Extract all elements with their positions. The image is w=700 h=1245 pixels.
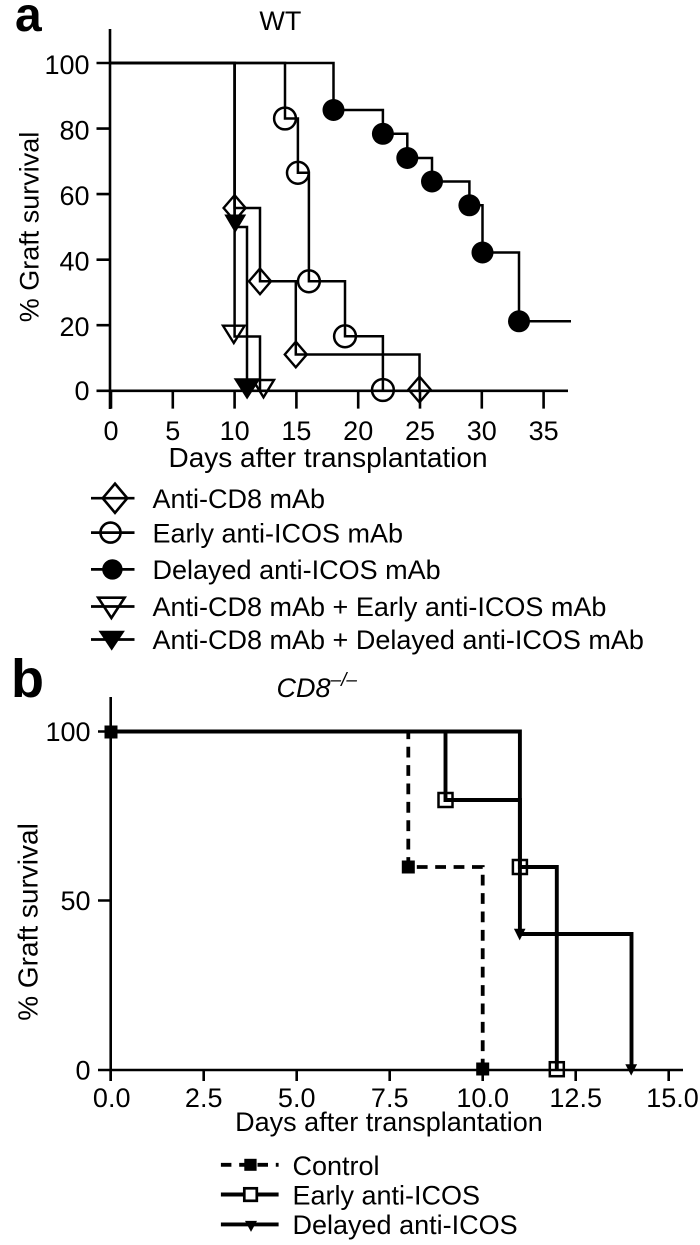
svg-text:20: 20 [343, 416, 373, 446]
svg-text:Days after transplantation: Days after transplantation [235, 1107, 543, 1137]
svg-text:WT: WT [259, 6, 301, 36]
svg-text:Anti-CD8 mAb + Delayed anti-IC: Anti-CD8 mAb + Delayed anti-ICOS mAb [153, 625, 644, 655]
svg-text:2.5: 2.5 [185, 1083, 223, 1113]
svg-text:Control: Control [293, 1151, 380, 1181]
svg-text:12.5: 12.5 [549, 1083, 602, 1113]
svg-text:80: 80 [59, 116, 89, 146]
svg-text:Anti-CD8 mAb + Early anti-ICOS: Anti-CD8 mAb + Early anti-ICOS mAb [153, 592, 607, 622]
svg-text:15.0: 15.0 [646, 1083, 699, 1113]
svg-text:100: 100 [44, 50, 89, 80]
svg-text:15: 15 [281, 416, 311, 446]
svg-text:10.0: 10.0 [456, 1083, 509, 1113]
svg-text:0: 0 [74, 376, 89, 406]
svg-text:25: 25 [405, 416, 435, 446]
svg-text:0: 0 [103, 416, 118, 446]
svg-text:20: 20 [59, 312, 89, 342]
svg-text:30: 30 [467, 416, 497, 446]
svg-text:100: 100 [45, 717, 90, 747]
svg-text:0.0: 0.0 [93, 1083, 131, 1113]
svg-text:% Graft survival: % Graft survival [13, 823, 44, 1021]
svg-text:40: 40 [59, 247, 89, 277]
svg-text:% Graft survival: % Graft survival [14, 132, 44, 323]
svg-text:Delayed anti-ICOS mAb: Delayed anti-ICOS mAb [153, 555, 441, 585]
svg-text:0: 0 [75, 1056, 90, 1086]
svg-text:Early anti-ICOS mAb: Early anti-ICOS mAb [153, 518, 404, 548]
svg-text:Anti-CD8 mAb: Anti-CD8 mAb [153, 484, 326, 514]
svg-text:50: 50 [60, 886, 90, 916]
svg-text:CD8–/–: CD8–/– [277, 670, 358, 703]
svg-text:7.5: 7.5 [371, 1083, 409, 1113]
svg-text:Delayed anti-ICOS: Delayed anti-ICOS [293, 1210, 518, 1240]
svg-text:a: a [15, 0, 42, 42]
svg-text:10: 10 [220, 416, 250, 446]
svg-text:5: 5 [165, 416, 180, 446]
svg-text:Early anti-ICOS: Early anti-ICOS [293, 1181, 481, 1211]
svg-text:60: 60 [59, 181, 89, 211]
svg-text:5.0: 5.0 [278, 1083, 316, 1113]
svg-text:b: b [11, 649, 44, 709]
svg-text:Days after transplantation: Days after transplantation [168, 442, 487, 473]
svg-text:35: 35 [529, 416, 559, 446]
